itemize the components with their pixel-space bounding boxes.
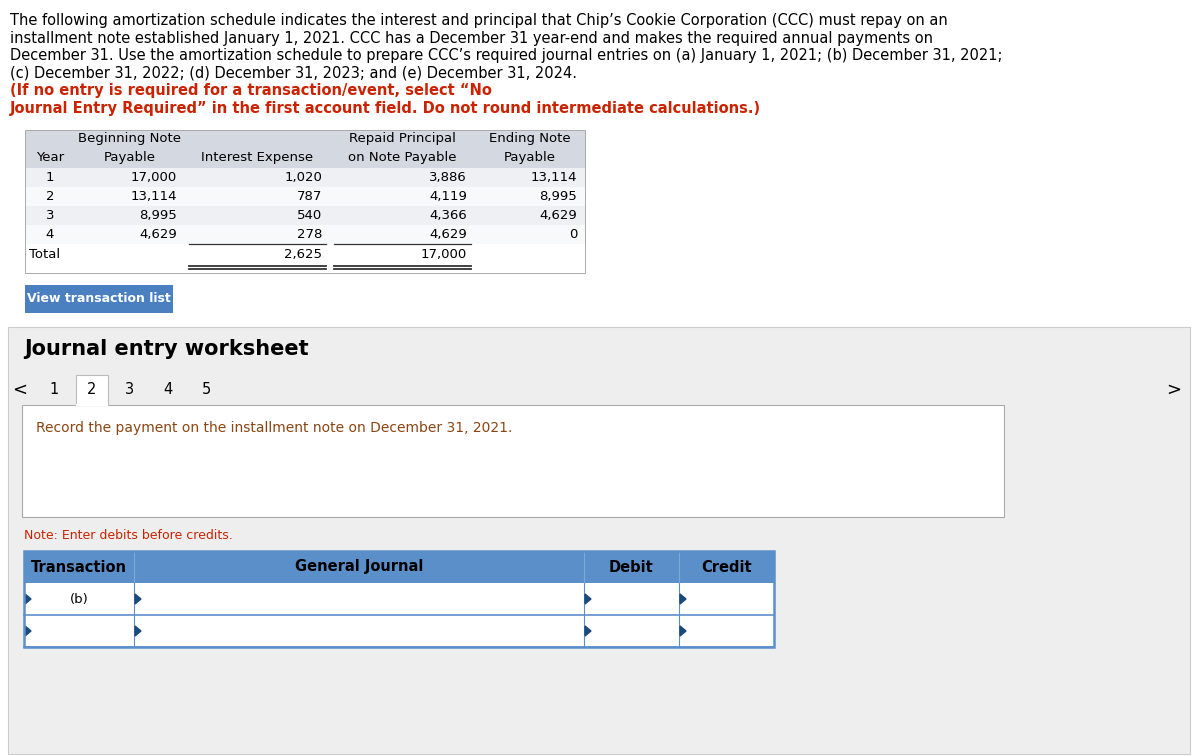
Text: Record the payment on the installment note on December 31, 2021.: Record the payment on the installment no…	[36, 421, 513, 435]
Bar	[25, 130, 585, 168]
Polygon shape	[25, 626, 31, 636]
Text: 278: 278	[297, 228, 322, 241]
Text: Journal entry worksheet: Journal entry worksheet	[24, 339, 309, 359]
Text: Year: Year	[36, 151, 63, 164]
Text: 1: 1	[49, 383, 59, 398]
Text: 0: 0	[569, 228, 577, 241]
Text: 1: 1	[46, 171, 54, 184]
Bar	[8, 327, 1190, 754]
Bar	[190, 379, 222, 403]
Text: 2,625: 2,625	[284, 248, 322, 261]
Bar	[25, 168, 585, 187]
Text: 4,629: 4,629	[139, 228, 177, 241]
Text: 1,020: 1,020	[284, 171, 322, 184]
Text: (c) December 31, 2022; (d) December 31, 2023; and (e) December 31, 2024.: (c) December 31, 2022; (d) December 31, …	[10, 66, 577, 80]
Text: 4: 4	[163, 383, 173, 398]
Text: The following amortization schedule indicates the interest and principal that Ch: The following amortization schedule indi…	[10, 13, 948, 28]
Bar	[24, 615, 774, 647]
Text: View transaction list: View transaction list	[28, 293, 171, 305]
Polygon shape	[585, 594, 591, 604]
Bar	[25, 130, 585, 273]
Bar	[152, 379, 184, 403]
Polygon shape	[135, 594, 141, 604]
Bar	[24, 551, 774, 583]
Text: 4,119: 4,119	[429, 190, 467, 203]
Polygon shape	[25, 594, 31, 604]
Text: 3: 3	[126, 383, 134, 398]
Text: 8,995: 8,995	[139, 209, 177, 222]
Polygon shape	[680, 626, 686, 636]
Bar	[25, 285, 173, 313]
Text: Debit: Debit	[609, 559, 654, 575]
Text: 4,366: 4,366	[429, 209, 467, 222]
Text: 5: 5	[201, 383, 211, 398]
Text: Total: Total	[29, 248, 60, 261]
Bar	[114, 379, 146, 403]
Text: General Journal: General Journal	[295, 559, 423, 575]
Text: Note: Enter debits before credits.: Note: Enter debits before credits.	[24, 529, 232, 542]
Text: 2: 2	[46, 190, 54, 203]
Text: 17,000: 17,000	[131, 171, 177, 184]
Text: 8,995: 8,995	[539, 190, 577, 203]
Text: Interest Expense: Interest Expense	[201, 151, 314, 164]
Text: Repaid Principal: Repaid Principal	[349, 132, 456, 145]
Bar	[25, 187, 585, 206]
Bar	[25, 225, 585, 244]
Text: 3: 3	[46, 209, 54, 222]
Text: 17,000: 17,000	[420, 248, 467, 261]
Text: (b): (b)	[69, 593, 89, 606]
Text: 787: 787	[297, 190, 322, 203]
Text: Ending Note: Ending Note	[489, 132, 570, 145]
Bar	[24, 551, 774, 647]
Text: 2: 2	[87, 383, 97, 398]
Text: on Note Payable: on Note Payable	[349, 151, 456, 164]
Text: Payable: Payable	[104, 151, 156, 164]
Bar	[22, 405, 1004, 517]
Text: Journal Entry Required” in the first account field. Do not round intermediate ca: Journal Entry Required” in the first acc…	[10, 101, 761, 116]
Text: December 31. Use the amortization schedule to prepare CCC’s required journal ent: December 31. Use the amortization schedu…	[10, 48, 1003, 63]
Text: Transaction: Transaction	[31, 559, 127, 575]
Text: 4,629: 4,629	[539, 209, 577, 222]
Text: Beginning Note: Beginning Note	[79, 132, 182, 145]
Polygon shape	[680, 594, 686, 604]
Polygon shape	[585, 626, 591, 636]
Text: 3,886: 3,886	[429, 171, 467, 184]
Text: Payable: Payable	[504, 151, 556, 164]
Text: 13,114: 13,114	[131, 190, 177, 203]
Bar	[25, 245, 585, 268]
Text: (If no entry is required for a transaction/event, select “No: (If no entry is required for a transacti…	[10, 83, 492, 98]
Text: 540: 540	[297, 209, 322, 222]
Text: 4: 4	[46, 228, 54, 241]
Text: 4,629: 4,629	[429, 228, 467, 241]
Text: >: >	[1167, 381, 1181, 399]
Text: 13,114: 13,114	[531, 171, 577, 184]
Bar	[25, 206, 585, 225]
Text: <: <	[12, 381, 28, 399]
Bar	[75, 375, 108, 405]
Text: installment note established January 1, 2021. CCC has a December 31 year-end and: installment note established January 1, …	[10, 30, 933, 45]
Polygon shape	[135, 626, 141, 636]
Text: Credit: Credit	[701, 559, 752, 575]
Bar	[24, 583, 774, 615]
Bar	[38, 379, 69, 403]
